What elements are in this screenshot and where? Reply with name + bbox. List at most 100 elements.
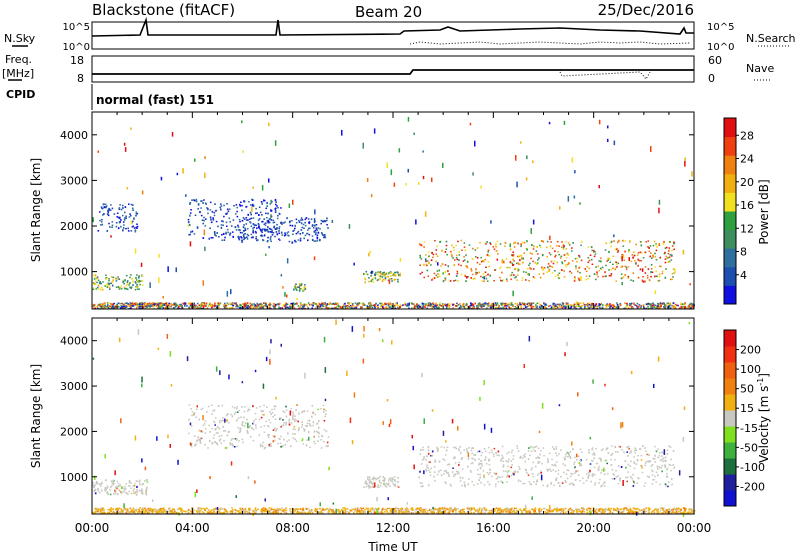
power-cell: [530, 305, 532, 307]
power-cell: [122, 229, 124, 232]
velocity-cell: [475, 509, 477, 512]
power-cell: [311, 304, 313, 306]
velocity-cell: [280, 417, 282, 420]
power-cell: [482, 304, 485, 306]
power-cell: [117, 302, 120, 304]
power-cell: [122, 221, 125, 223]
velocity-cell: [315, 430, 318, 433]
power-cell: [250, 225, 253, 227]
power-cell: [215, 306, 218, 309]
velocity-cell: [577, 455, 580, 458]
power-cell: [593, 273, 596, 275]
power-cell: [447, 274, 450, 276]
power-cell: [322, 234, 324, 236]
velocity-cell: [582, 507, 585, 509]
velocity-cell: [128, 485, 131, 487]
velocity-cell: [104, 479, 107, 482]
power-cell: [645, 303, 648, 306]
power-cell: [296, 286, 299, 289]
power-cell: [361, 307, 363, 310]
power-cell: [637, 254, 639, 256]
velocity-cell: [195, 416, 197, 418]
power-cell: [499, 243, 502, 245]
velocity-cell: [610, 458, 612, 461]
velocity-cell: [645, 450, 647, 452]
power-cell: [239, 303, 241, 307]
power-cell: [108, 208, 111, 211]
velocity-cell: [272, 508, 275, 511]
velocity-cell: [587, 476, 590, 479]
velocity-cell: [641, 471, 644, 474]
power-cell: [121, 304, 124, 306]
velocity-cell: [564, 455, 567, 457]
power-cell: [294, 227, 296, 230]
velocity-cell: [505, 470, 507, 473]
power-cell: [250, 217, 253, 220]
velocity-cell: [518, 466, 520, 468]
power-cell: [128, 203, 130, 205]
power-cell: [580, 244, 582, 247]
power-cell: [621, 256, 623, 262]
power-cell: [139, 280, 142, 282]
power-cell: [356, 305, 358, 307]
velocity-cell: [232, 444, 234, 446]
power-cell: [594, 253, 597, 255]
velocity-cell: [515, 509, 518, 512]
power-cell: [135, 279, 138, 281]
power-cell: [149, 306, 151, 309]
power-cell: [364, 278, 367, 281]
power-cell: [628, 257, 630, 262]
power-cell: [226, 203, 228, 205]
power-cell: [207, 305, 210, 307]
power-cell: [585, 278, 587, 281]
power-cell: [477, 306, 479, 308]
velocity-cell: [428, 508, 431, 511]
power-cell: [570, 305, 573, 308]
power-cell: [393, 182, 396, 187]
velocity-cell: [109, 486, 112, 489]
velocity-cell: [404, 509, 406, 511]
velocity-cell: [282, 508, 285, 511]
power-cell: [269, 237, 272, 239]
velocity-cell: [228, 431, 230, 433]
power-cell: [585, 275, 588, 277]
power-cell: [565, 241, 567, 243]
velocity-cell: [445, 471, 448, 474]
power-cell: [468, 306, 470, 308]
power-cell: [153, 304, 155, 306]
velocity-cell: [458, 449, 461, 452]
power-cell: [214, 304, 216, 307]
power-cell: [193, 302, 195, 305]
power-cell: [565, 302, 568, 304]
velocity-cell: [692, 509, 694, 512]
velocity-cell: [532, 508, 534, 511]
power-cell: [292, 304, 295, 307]
power-cell: [637, 264, 639, 267]
power-cell: [448, 273, 450, 275]
velocity-cell: [600, 449, 603, 452]
velocity-cell: [159, 512, 161, 514]
power-cell: [220, 226, 223, 229]
velocity-cell: [297, 508, 299, 510]
power-cell: [92, 306, 95, 308]
power-cell: [309, 227, 311, 229]
power-cell: [259, 211, 262, 214]
power-cell: [165, 307, 167, 309]
power-cell: [671, 249, 673, 252]
power-cell: [364, 277, 366, 279]
power-cell: [284, 304, 286, 307]
power-cell: [536, 306, 538, 309]
power-cell: [206, 207, 208, 209]
velocity-cell: [462, 477, 464, 479]
power-cell: [593, 251, 595, 253]
velocity-cell: [92, 484, 94, 487]
velocity-cell: [302, 507, 304, 509]
power-cell: [460, 264, 462, 267]
velocity-cell: [232, 445, 234, 447]
power-cell: [243, 218, 246, 220]
velocity-cell: [548, 468, 551, 471]
velocity-cell: [546, 509, 548, 511]
power-cell: [413, 305, 416, 308]
power-cell: [266, 228, 269, 231]
velocity-cell: [560, 508, 562, 510]
